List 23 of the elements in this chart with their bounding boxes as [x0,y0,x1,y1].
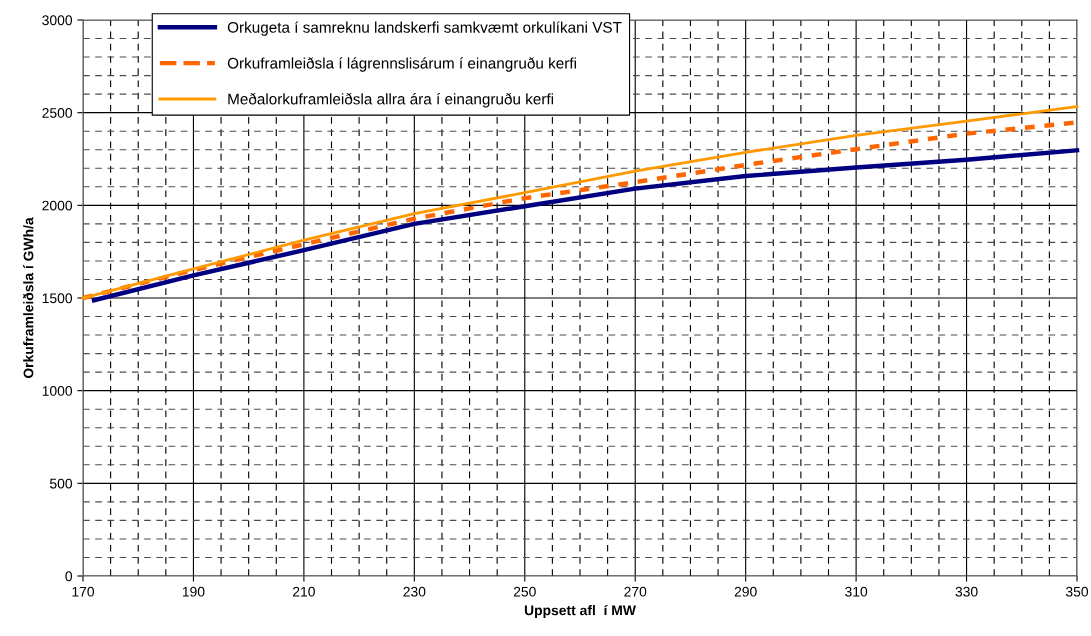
legend-label: Orkugeta í samreknu landskerfi samkvæmt orkulíkani VST [227,21,622,36]
x-tick-label: 310 [845,586,868,597]
x-tick-label: 250 [513,586,536,597]
x-tick-label: 330 [955,586,978,597]
x-tick-label: 210 [293,586,315,597]
legend-label: Meðalorkuframleiðsla allra ára í einangruðu kerfi [228,93,554,108]
y-tick-label: 0 [65,571,73,582]
y-tick-label: 2000 [42,200,73,211]
y-tick-label: 500 [49,478,73,489]
x-tick-label: 350 [1065,586,1089,597]
x-tick-label: 190 [182,586,205,597]
x-tick-label: 270 [624,586,647,597]
y-axis-title: Orkuframleiðsla í GWh/a [23,217,34,379]
y-tick-label: 3000 [42,15,73,26]
y-tick-label: 1000 [42,386,73,396]
x-tick-label: 170 [72,586,95,597]
y-tick-label: 1500 [42,293,73,304]
x-tick-label: 230 [403,586,426,597]
x-axis-title: Uppsett afl í MW [524,604,636,618]
y-tick-label: 2500 [42,108,73,118]
x-tick-label: 290 [734,586,757,597]
legend-label: Orkuframleiðsla í lágrennslisárum í einangruðu kerfi [227,57,576,72]
line-series [91,148,1080,303]
